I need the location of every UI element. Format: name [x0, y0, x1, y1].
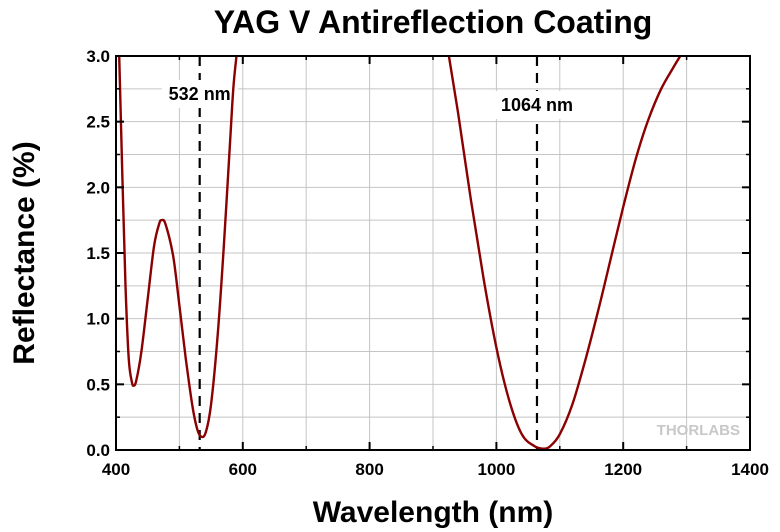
y-tick-label: 0.0 [86, 441, 110, 460]
annotation-background [161, 80, 238, 108]
reflectance-line [447, 55, 682, 450]
y-tick-label: 2.5 [86, 113, 110, 132]
grid [116, 56, 750, 450]
annotation-background [493, 91, 581, 119]
y-tick-label: 2.0 [86, 178, 110, 197]
thorlabs-watermark: THORLABS [657, 422, 740, 439]
x-tick-label: 1000 [477, 460, 515, 479]
axis-ticks: 400 600 800 1000 1200 1400 0.0 0.5 1.0 1.5 2.0 2.5 3… [86, 47, 769, 479]
chart-title: YAG V Antireflection Coating [214, 4, 653, 40]
annotation-label: 1064 nm [501, 95, 573, 115]
x-tick-label: 600 [229, 460, 257, 479]
y-tick-label: 1.0 [86, 310, 110, 329]
y-tick-label: 1.5 [86, 244, 110, 263]
y-tick-label: 0.5 [86, 375, 110, 394]
x-tick-label: 800 [355, 460, 383, 479]
annotations: 532 nm 1064 nm [161, 80, 581, 119]
y-tick-label: 3.0 [86, 47, 110, 66]
reflectance-curve [118, 55, 682, 450]
wavelength-markers [198, 56, 539, 450]
annotation-label: 532 nm [169, 84, 231, 104]
x-tick-label: 400 [102, 460, 130, 479]
x-axis-label: Wavelength (nm) [313, 496, 554, 529]
x-tick-label: 1400 [731, 460, 769, 479]
y-axis-label: Reflectance (%) [8, 141, 41, 364]
x-tick-label: 1200 [604, 460, 642, 479]
reflectance-line [118, 55, 238, 439]
